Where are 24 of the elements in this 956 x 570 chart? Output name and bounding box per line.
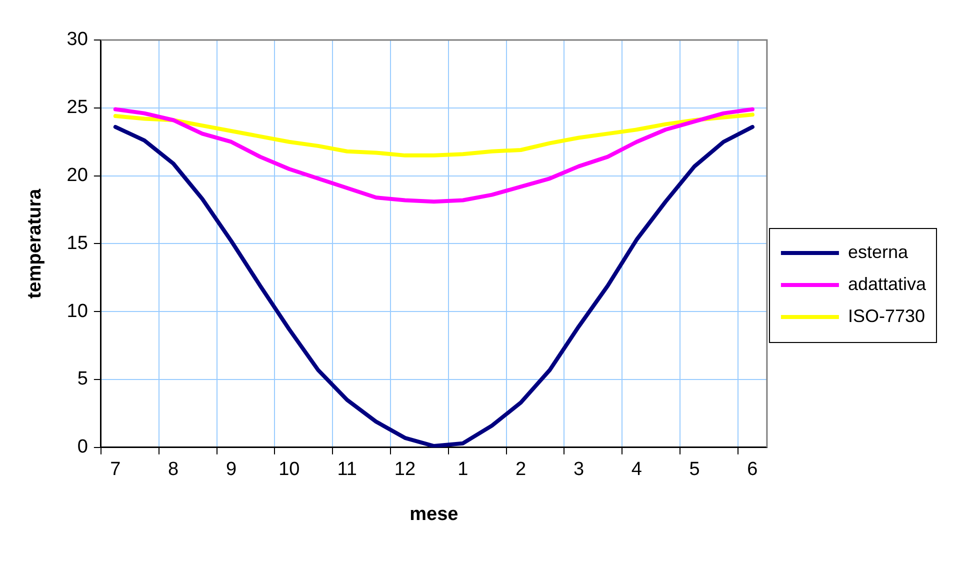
legend-label: ISO-7730 <box>848 306 925 326</box>
y-tick-label: 10 <box>66 300 88 322</box>
y-tick-label: 0 <box>77 436 88 458</box>
legend-label: adattativa <box>848 274 927 294</box>
x-axis-title: mese <box>410 504 458 525</box>
x-tick-label: 8 <box>168 459 179 480</box>
x-tick-label: 3 <box>573 459 584 480</box>
x-tick-label: 5 <box>689 459 700 480</box>
x-tick-label: 11 <box>337 459 357 480</box>
y-tick-label: 5 <box>77 368 88 390</box>
x-tick-label: 1 <box>458 459 468 480</box>
y-axis-title: temperatura <box>24 188 46 299</box>
y-tick-label: 20 <box>66 165 88 186</box>
x-tick-label: 2 <box>516 459 526 480</box>
y-tick-label: 15 <box>66 232 88 254</box>
x-tick-label: 10 <box>278 459 300 480</box>
x-tick-label: 7 <box>110 459 121 480</box>
y-tick-label: 25 <box>66 97 88 118</box>
y-tick-label: 30 <box>66 29 88 50</box>
legend-label: esterna <box>848 242 909 262</box>
x-tick-label: 6 <box>747 459 758 480</box>
x-tick-label: 4 <box>631 459 642 480</box>
x-tick-label: 9 <box>226 459 237 480</box>
x-tick-label: 12 <box>394 459 416 480</box>
